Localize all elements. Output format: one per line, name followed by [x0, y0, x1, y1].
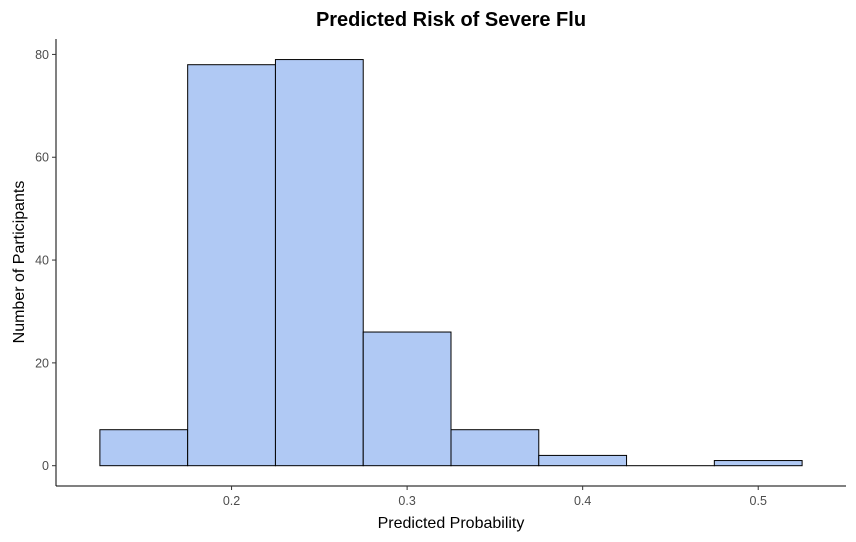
y-tick-label: 40	[35, 254, 49, 268]
x-tick-label: 0.4	[574, 494, 591, 508]
histogram-bar-5	[538, 454, 628, 467]
histogram-bar-4	[450, 429, 540, 467]
histogram-bar-1	[187, 64, 276, 467]
axes-layer: 0 20 40 60 80 0.2 0.3 0.4 0.5	[35, 39, 846, 508]
histogram-bar-7	[713, 460, 803, 467]
x-tick-label: 0.2	[223, 494, 240, 508]
y-tick-label: 80	[35, 48, 49, 62]
y-axis-label: Number of Participants	[11, 181, 28, 344]
histogram-bar-2	[274, 59, 364, 467]
histogram-bar-3	[362, 331, 452, 467]
x-tick-label: 0.3	[398, 494, 415, 508]
y-tick-label: 20	[35, 356, 49, 370]
histogram-bar-0	[99, 429, 189, 467]
y-tick-label: 0	[42, 459, 49, 473]
x-axis-label: Predicted Probability	[378, 515, 525, 532]
chart-title: Predicted Risk of Severe Flu	[316, 9, 586, 31]
y-tick-label: 60	[35, 151, 49, 165]
bars-layer	[99, 59, 803, 467]
x-tick-label: 0.5	[750, 494, 767, 508]
